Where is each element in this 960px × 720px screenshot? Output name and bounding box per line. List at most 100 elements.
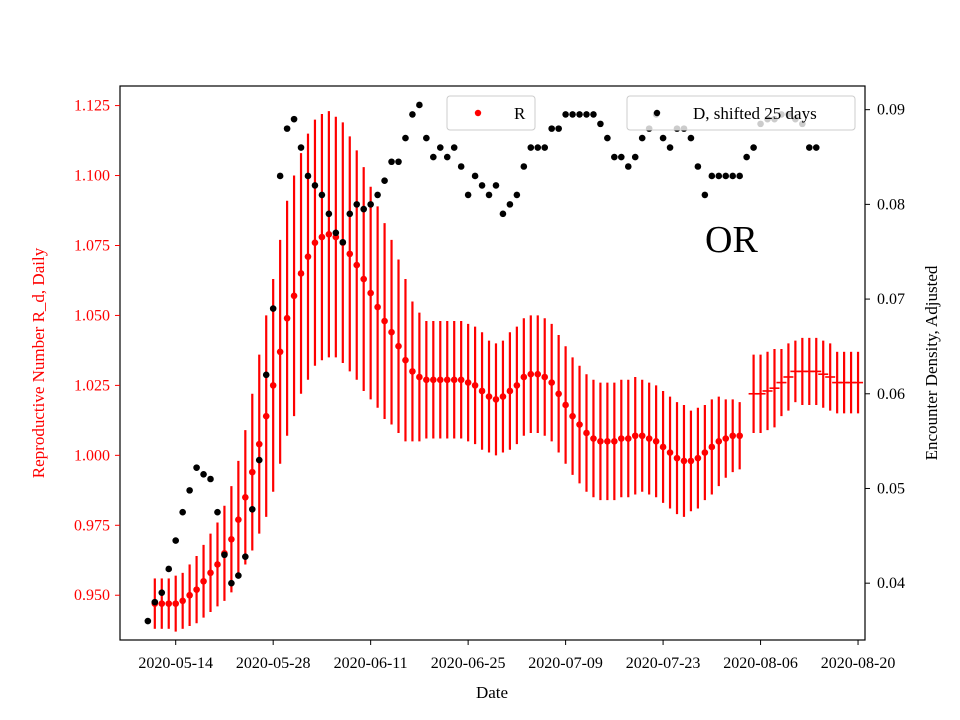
d-point (729, 172, 737, 180)
r-point (687, 457, 695, 465)
r-point (645, 435, 653, 442)
y-left-tick-label: 1.000 (74, 447, 110, 464)
r-point (513, 382, 521, 389)
d-point (812, 144, 820, 151)
d-point (743, 153, 750, 161)
y-right-tick-label: 0.06 (877, 386, 905, 403)
r-point (450, 376, 458, 384)
r-point (583, 429, 590, 437)
d-point (736, 172, 743, 180)
d-point (228, 579, 235, 587)
r-point (471, 382, 479, 389)
r-point (346, 250, 354, 258)
d-point (221, 551, 228, 559)
d-point (165, 565, 173, 573)
r-point (290, 292, 298, 300)
y-right-tick-label: 0.07 (877, 291, 905, 308)
state-annotation: OR (705, 219, 758, 261)
r-point (158, 600, 166, 607)
d-point (541, 144, 549, 151)
y-left-tick-label: 1.075 (74, 237, 110, 254)
d-point (478, 182, 486, 189)
d-point (276, 172, 284, 180)
x-axis: 2020-05-14 2020-05-28 2020-06-11 2020-06-25… (138, 640, 895, 672)
d-point (332, 229, 340, 237)
legend-r-box (446, 95, 536, 131)
r-point (708, 443, 716, 451)
d-point (290, 115, 298, 123)
d-point (423, 134, 430, 142)
d-point (450, 144, 458, 151)
d-point (158, 589, 166, 596)
d-point (666, 144, 674, 151)
r-point (631, 432, 639, 440)
y-left-tick-label: 1.025 (74, 377, 110, 394)
r-point (269, 382, 277, 389)
r-point (541, 373, 549, 381)
r-point (200, 577, 207, 585)
r-point (506, 387, 514, 395)
d-point (339, 238, 347, 246)
d-point (722, 172, 730, 180)
d-point (569, 111, 576, 118)
r-point (485, 393, 493, 400)
d-point (687, 134, 695, 142)
r-point (402, 356, 409, 364)
d-point (611, 153, 618, 161)
r-point (172, 600, 180, 607)
d-point (304, 172, 312, 180)
d-point (318, 191, 326, 199)
r-point (499, 393, 507, 400)
y-left-tick-label: 1.125 (74, 98, 110, 115)
legend-r-label: R (514, 104, 526, 123)
d-point (506, 201, 514, 208)
d-point (207, 475, 214, 483)
r-point (374, 303, 381, 311)
r-point (248, 468, 256, 476)
r-point (694, 454, 702, 462)
d-point (367, 201, 374, 208)
d-point (186, 487, 193, 494)
r-point (659, 443, 667, 451)
r-point (276, 348, 284, 356)
r-point (666, 449, 674, 456)
r-point (729, 432, 737, 440)
r-proj-markers (748, 370, 864, 395)
d-point (374, 191, 381, 199)
y-axis-left: 0.950 0.975 1.000 1.025 1.050 1.075 1.100 1.125 (74, 98, 120, 604)
d-point (513, 191, 521, 199)
x-tick-label: 2020-08-06 (723, 655, 798, 672)
d-point (255, 456, 263, 464)
y-right-tick-label: 0.08 (877, 196, 905, 213)
r-point (395, 342, 402, 350)
d-point (248, 506, 256, 513)
x-tick-label: 2020-08-20 (821, 655, 896, 672)
legend-d-box (626, 95, 856, 131)
r-point (722, 435, 730, 442)
r-point (165, 600, 173, 607)
r-point (325, 230, 333, 238)
y-right-tick-label: 0.04 (877, 575, 905, 592)
plot-frame (119, 85, 866, 641)
y-left-tick-label: 1.100 (74, 168, 110, 185)
d-point (235, 572, 242, 579)
r-point (304, 253, 312, 260)
r-point (652, 438, 660, 445)
r-point (423, 376, 430, 384)
r-point (478, 387, 486, 395)
y-left-tick-label: 0.950 (74, 587, 110, 604)
d-point (193, 464, 200, 471)
r-error-bars (153, 111, 741, 632)
d-point (464, 191, 472, 199)
d-point (583, 111, 590, 118)
d-point (402, 134, 409, 142)
d-point (631, 153, 639, 161)
d-point (346, 210, 354, 218)
d-point (659, 134, 667, 142)
r-point (457, 376, 465, 384)
r-point (443, 376, 451, 384)
x-tick-label: 2020-06-25 (431, 655, 506, 672)
r-point (367, 289, 374, 297)
r-point (701, 449, 709, 456)
